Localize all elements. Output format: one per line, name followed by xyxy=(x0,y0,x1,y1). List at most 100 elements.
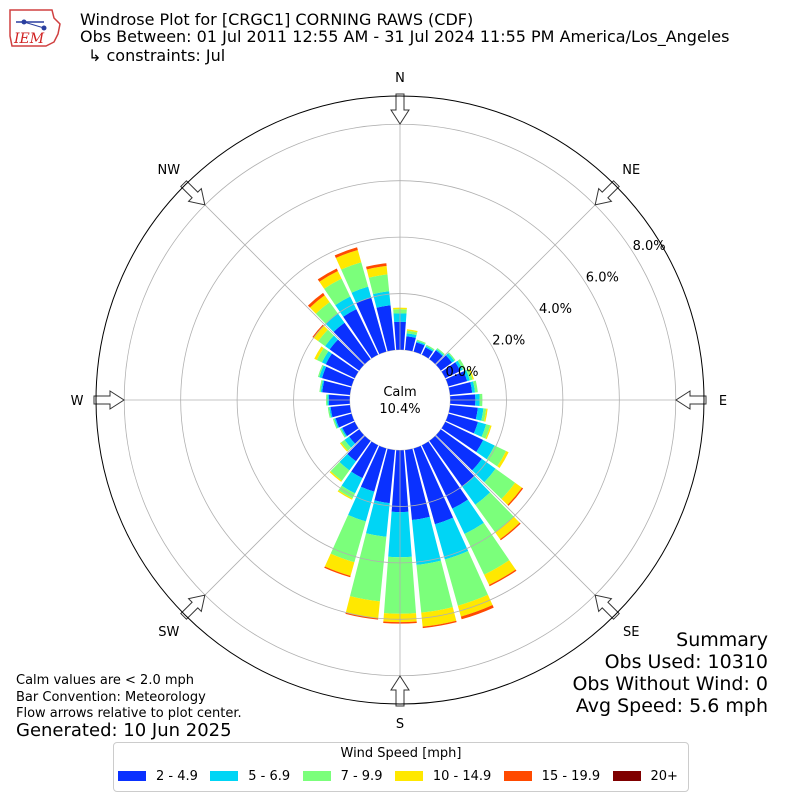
bar-80-bin-2 xyxy=(473,380,478,393)
bar-320-bin-0 xyxy=(333,322,371,365)
compass-arrows xyxy=(93,93,707,707)
legend-label: 5 - 6.9 xyxy=(248,768,291,784)
bar-110-bin-2 xyxy=(481,424,491,439)
summary-obs-used: Obs Used: 10310 xyxy=(604,651,768,673)
bar-170-bin-2 xyxy=(416,560,453,613)
legend-label: 20+ xyxy=(650,768,678,784)
compass-label-sw: SW xyxy=(158,625,179,640)
bar-50-bin-0 xyxy=(435,355,453,371)
bar-290-bin-1 xyxy=(319,365,327,379)
iem-logo: IEM xyxy=(9,9,61,47)
compass-arrow-225 xyxy=(180,594,206,620)
svg-text:IEM: IEM xyxy=(13,31,45,47)
bar-210-bin-1 xyxy=(341,471,363,494)
legend-swatch xyxy=(394,771,423,781)
bar-10-bin-0 xyxy=(404,336,416,352)
bar-310-bin-0 xyxy=(329,339,365,371)
compass-label-se: SE xyxy=(623,625,639,640)
bar-350-bin-3 xyxy=(366,266,388,278)
bar-260-bin-2 xyxy=(327,407,332,418)
bar-110-bin-3 xyxy=(485,425,492,440)
bar-30-bin-1 xyxy=(425,346,434,352)
bar-330-bin-4 xyxy=(317,268,338,282)
bar-170-bin-0 xyxy=(404,448,430,520)
calm-label: Calm xyxy=(383,385,416,400)
bar-130-bin-1 xyxy=(472,458,496,483)
bar-340-bin-2 xyxy=(341,262,369,293)
grid-spoke-225 xyxy=(184,435,365,616)
compass-label-nw: NW xyxy=(158,163,181,178)
bar-240-bin-2 xyxy=(339,428,346,438)
radial-tick-3: 6.0% xyxy=(586,270,619,285)
calm-value: 10.4% xyxy=(379,402,420,417)
bar-350-bin-4 xyxy=(366,263,387,270)
grid-spoke-45 xyxy=(435,184,616,365)
bar-170-bin-1 xyxy=(411,516,441,565)
bar-80-bin-0 xyxy=(448,382,473,396)
bar-200-bin-0 xyxy=(360,445,387,492)
legend-label: 15 - 19.9 xyxy=(541,768,601,784)
bar-10-bin-1 xyxy=(406,333,417,338)
bar-60-bin-1 xyxy=(455,360,463,371)
compass-label-s: S xyxy=(396,717,404,732)
bar-160-bin-2 xyxy=(444,551,488,606)
bar-290-bin-0 xyxy=(321,366,355,387)
compass-arrow-45 xyxy=(594,180,620,206)
summary-avg-speed: Avg Speed: 5.6 mph xyxy=(575,695,768,717)
bar-130-bin-3 xyxy=(501,482,522,505)
summary-title: Summary xyxy=(676,629,768,651)
grid-spoke-315 xyxy=(184,184,365,365)
legend-swatch xyxy=(118,771,146,781)
bar-120-bin-0 xyxy=(441,421,484,453)
bar-350-bin-1 xyxy=(373,291,391,308)
bar-50-bin-1 xyxy=(445,353,455,363)
bar-190-bin-0 xyxy=(374,448,396,504)
summary-obs-without-wind: Obs Without Wind: 0 xyxy=(572,673,768,695)
bar-40-bin-1 xyxy=(435,349,444,357)
bar-130-bin-0 xyxy=(435,429,482,471)
bar-320-bin-2 xyxy=(315,302,338,324)
compass-arrow-135 xyxy=(594,594,620,620)
bar-150-bin-0 xyxy=(421,441,468,509)
arrows-note: Flow arrows relative to plot center. xyxy=(16,706,242,721)
compass-arrow-0 xyxy=(390,93,410,125)
bar-230-bin-3 xyxy=(339,442,349,452)
bar-220-bin-0 xyxy=(347,435,371,462)
bar-140-bin-2 xyxy=(475,492,514,533)
compass-arrow-180 xyxy=(390,675,410,707)
legend-item: 15 - 19.9 xyxy=(503,768,601,784)
legend-label: 7 - 9.9 xyxy=(340,768,383,784)
bar-170-bin-3 xyxy=(421,607,457,627)
compass-arrow-90 xyxy=(675,390,707,410)
bar-60-bin-2 xyxy=(457,359,466,370)
bar-150-bin-1 xyxy=(452,499,484,535)
bar-230-bin-0 xyxy=(349,429,365,444)
legend-item: 20+ xyxy=(612,768,678,784)
bar-260-bin-0 xyxy=(330,404,352,418)
bar-140-bin-3 xyxy=(495,516,520,540)
bar-310-bin-2 xyxy=(318,329,334,347)
compass-label-e: E xyxy=(719,394,727,409)
bar-80-bin-1 xyxy=(470,381,476,393)
bar-100-bin-2 xyxy=(481,408,487,422)
bar-40-bin-2 xyxy=(436,347,445,356)
bar-100-bin-0 xyxy=(448,404,478,420)
radial-tick-4: 8.0% xyxy=(633,239,666,254)
bar-190-bin-1 xyxy=(366,500,390,537)
bar-250-bin-2 xyxy=(332,418,338,429)
bar-140-bin-1 xyxy=(462,476,491,505)
bar-210-bin-0 xyxy=(351,441,379,479)
bar-190-bin-3 xyxy=(345,596,380,619)
legend-items: 2 - 4.9 5 - 6.9 7 - 9.9 10 - 14.9 15 - 19.9 2… xyxy=(118,767,684,785)
legend-item: 2 - 4.9 xyxy=(118,769,198,784)
bar-150-bin-3 xyxy=(484,560,516,585)
compass-labels: N NE E SE S SW W NW xyxy=(71,71,728,732)
bar-10-bin-2 xyxy=(406,330,418,336)
bar-120-bin-1 xyxy=(476,440,495,460)
bar-50-bin-2 xyxy=(447,352,456,361)
bar-210-bin-3 xyxy=(337,490,353,500)
radial-tick-1: 2.0% xyxy=(492,334,525,349)
legend-swatch xyxy=(503,771,532,781)
bar-70-bin-3 xyxy=(468,368,474,380)
